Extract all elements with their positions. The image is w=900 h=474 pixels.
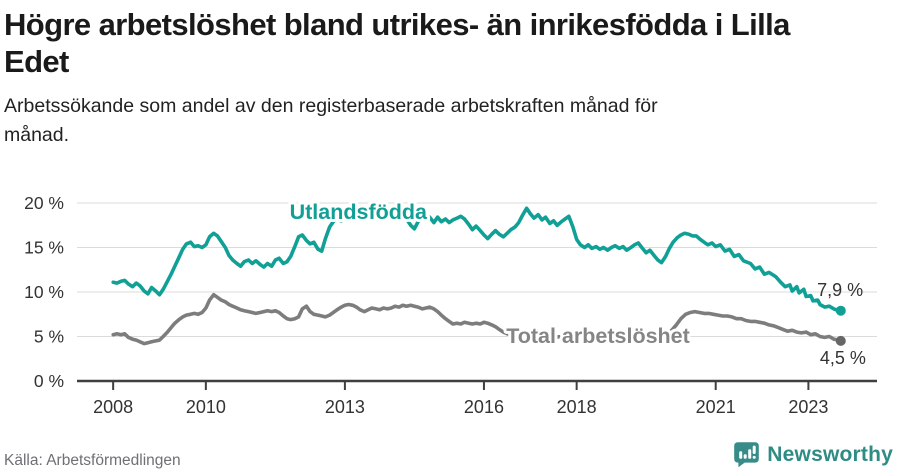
page-title: Högre arbetslöshet bland utrikes- än inr… xyxy=(4,7,790,79)
y-axis-label: 0 % xyxy=(34,371,64,391)
x-axis-label: 2023 xyxy=(788,397,828,417)
newsworthy-badge-icon xyxy=(734,442,760,468)
series-end-value: 7,9 % xyxy=(817,280,863,300)
x-axis-label: 2013 xyxy=(325,397,365,417)
series-end-dot xyxy=(835,335,846,346)
x-axis-label: 2008 xyxy=(93,397,133,417)
series-label: Utlandsfödda xyxy=(290,200,428,224)
bar-icon xyxy=(739,451,743,459)
badge-shape xyxy=(734,442,760,468)
x-axis-label: 2016 xyxy=(464,397,504,417)
x-axis-label: 2018 xyxy=(557,397,597,417)
source-note: Källa: Arbetsförmedlingen xyxy=(4,452,181,469)
y-axis-label: 15 % xyxy=(24,238,64,258)
y-axis-label: 5 % xyxy=(34,327,64,347)
exclamation-stem-icon xyxy=(752,445,756,454)
bar-icon xyxy=(748,449,752,459)
series-line xyxy=(111,204,843,313)
y-axis-label: 20 % xyxy=(24,193,64,213)
page-subtitle: Arbetssökande som andel av den registerb… xyxy=(4,95,658,146)
x-axis-label: 2010 xyxy=(186,397,226,417)
x-axis-label: 2021 xyxy=(696,397,736,417)
bar-icon xyxy=(743,454,747,459)
series-end-value: 4,5 % xyxy=(820,348,866,368)
series-end-dot xyxy=(835,305,846,316)
series-line xyxy=(111,292,843,346)
line-chart: 0 % 5 % 10 % 15 % 20 % 2008 2010 2013 2016 2018 20… xyxy=(24,193,877,417)
newsworthy-logo: Newsworthy xyxy=(733,441,893,468)
exclamation-dot-icon xyxy=(752,455,756,459)
newsworthy-wordmark: Newsworthy xyxy=(767,442,893,466)
series-label: Total arbetslöshet xyxy=(506,324,690,348)
y-axis-label: 10 % xyxy=(24,282,64,302)
